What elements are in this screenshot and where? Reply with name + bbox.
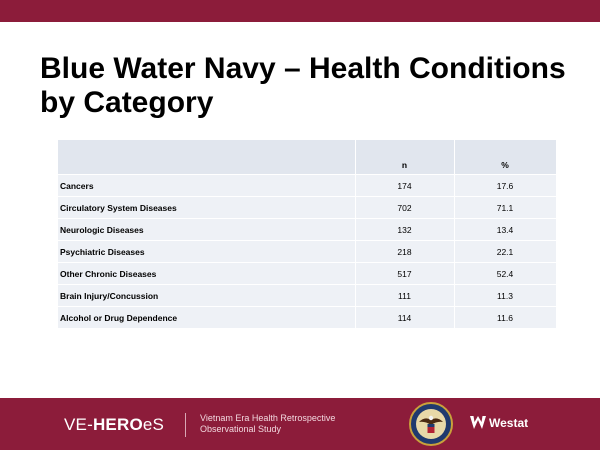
table-row: Circulatory System Diseases 702 71.1 [58, 196, 557, 219]
table-header-row: n % [58, 140, 557, 175]
table-row: Cancers 174 17.6 [58, 174, 557, 197]
row-percent: 22.1 [454, 240, 557, 263]
row-n: 132 [355, 218, 455, 241]
row-percent: 52.4 [454, 262, 557, 285]
row-n: 174 [355, 174, 455, 197]
table-row: Alcohol or Drug Dependence 114 11.6 [58, 306, 557, 329]
va-seal-icon [409, 402, 453, 446]
row-label: Other Chronic Diseases [58, 262, 356, 285]
table-row: Psychiatric Diseases 218 22.1 [58, 240, 557, 263]
slide-title: Blue Water Navy – Health Conditions by C… [40, 52, 566, 119]
row-percent: 11.6 [454, 306, 557, 329]
conditions-table: n % Cancers 174 17.6 Circulatory System … [58, 140, 557, 329]
header-category [58, 140, 356, 175]
westat-mark-icon [470, 416, 486, 429]
header-percent: % [454, 140, 557, 175]
logo-bold: HERO [92, 415, 143, 434]
header-n: n [355, 140, 455, 175]
row-label: Neurologic Diseases [58, 218, 356, 241]
logo-prefix: VE- [64, 415, 93, 434]
study-name-line1: Vietnam Era Health Retrospective [200, 413, 336, 423]
top-banner [0, 0, 600, 22]
table-row: Other Chronic Diseases 517 52.4 [58, 262, 557, 285]
row-n: 111 [355, 284, 455, 307]
row-percent: 71.1 [454, 196, 557, 219]
footer-banner [0, 398, 600, 450]
row-percent: 13.4 [454, 218, 557, 241]
row-n: 517 [355, 262, 455, 285]
row-percent: 17.6 [454, 174, 557, 197]
row-label: Circulatory System Diseases [58, 196, 356, 219]
row-n: 218 [355, 240, 455, 263]
table-row: Neurologic Diseases 132 13.4 [58, 218, 557, 241]
westat-name: Westat [489, 416, 529, 430]
row-n: 114 [355, 306, 455, 329]
row-label: Brain Injury/Concussion [58, 284, 356, 307]
westat-logo: Westat [470, 416, 528, 430]
ve-heroes-logo: VE-HEROeS [64, 415, 164, 435]
row-label: Psychiatric Diseases [58, 240, 356, 263]
table-row: Brain Injury/Concussion 111 11.3 [58, 284, 557, 307]
study-name: Vietnam Era Health Retrospective Observa… [200, 413, 335, 435]
logo-suffix: eS [142, 415, 165, 434]
row-percent: 11.3 [454, 284, 557, 307]
row-label: Cancers [58, 174, 356, 197]
study-name-line2: Observational Study [200, 424, 282, 434]
footer-divider [185, 413, 186, 437]
row-label: Alcohol or Drug Dependence [58, 306, 356, 329]
row-n: 702 [355, 196, 455, 219]
